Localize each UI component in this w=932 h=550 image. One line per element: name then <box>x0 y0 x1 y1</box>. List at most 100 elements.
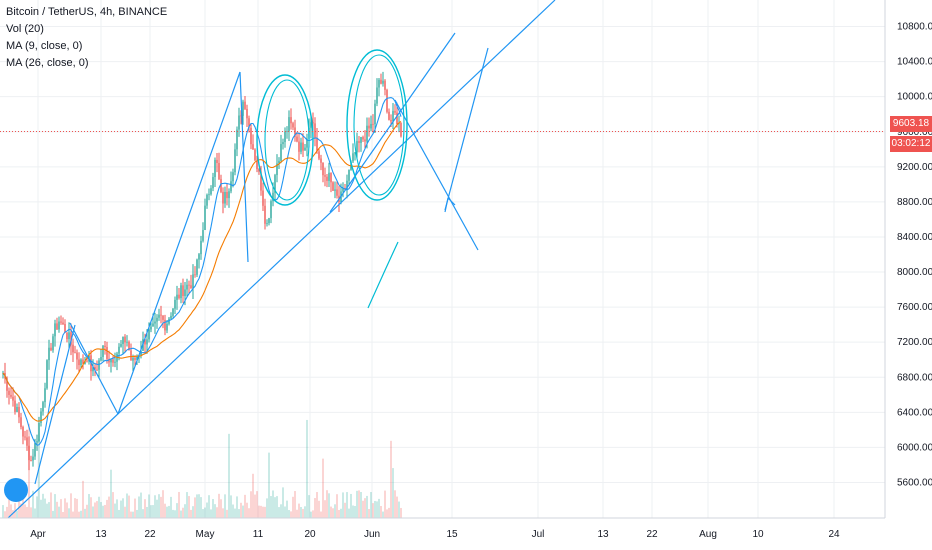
volume-bar <box>256 491 258 518</box>
candle-body <box>48 347 50 361</box>
volume-bar <box>216 507 218 518</box>
volume-bar <box>354 505 356 518</box>
volume-bar <box>62 511 64 518</box>
volume-bar <box>290 511 292 518</box>
volume-bar <box>240 502 242 518</box>
volume-bar <box>300 507 302 518</box>
volume-bar <box>4 511 6 518</box>
candle-body <box>210 188 212 195</box>
volume-bar <box>180 510 182 518</box>
y-tick-label: 10000.00 <box>897 92 932 103</box>
volume-bar <box>330 506 332 518</box>
volume-bar <box>362 500 364 518</box>
candle-body <box>380 79 382 84</box>
candle-body <box>284 131 286 143</box>
volume-bar <box>332 508 334 518</box>
volume-bar <box>248 508 250 518</box>
volume-bar <box>90 497 92 518</box>
candle-body <box>12 396 14 401</box>
volume-bar <box>308 495 310 518</box>
candle-body <box>282 142 284 145</box>
candle-body <box>288 117 290 132</box>
candle-body <box>360 137 362 143</box>
candle-body <box>240 115 242 117</box>
volume-bar <box>124 506 126 518</box>
volume-bar <box>280 504 282 518</box>
highlight-circle-right <box>346 49 408 201</box>
volume-bar <box>272 490 274 518</box>
candle-body <box>206 194 208 206</box>
candle-body <box>46 360 48 389</box>
volume-bar <box>50 492 52 518</box>
candle-body <box>18 406 20 418</box>
candle-body <box>176 294 178 300</box>
candle-body <box>388 111 390 120</box>
volume-bar <box>388 507 390 518</box>
volume-bar <box>158 494 160 518</box>
volume-bar <box>164 503 166 518</box>
candle-body <box>32 456 34 461</box>
volume-bar <box>70 493 72 518</box>
volume-bar <box>212 498 214 518</box>
legend-volume[interactable]: Vol (20) <box>6 23 44 35</box>
candle-body <box>78 359 80 366</box>
candle-body <box>120 344 122 347</box>
volume-bar <box>188 496 190 518</box>
candle-body <box>188 284 190 286</box>
candle-body <box>228 191 230 199</box>
volume-bar <box>258 505 260 518</box>
candle-body <box>224 191 226 204</box>
volume-bar <box>138 496 140 518</box>
volume-bar <box>98 496 100 518</box>
volume-bar <box>396 496 398 518</box>
x-tick-label: 13 <box>95 529 107 540</box>
candle-body <box>202 230 204 241</box>
y-tick-label: 7600.00 <box>897 302 932 313</box>
volume-bar <box>48 502 50 518</box>
y-tick-label: 6000.00 <box>897 442 932 453</box>
candle-body <box>92 366 94 372</box>
legend-symbol[interactable]: Bitcoin / TetherUS, 4h, BINANCE <box>6 6 168 18</box>
legend-ma-slow[interactable]: MA (26, close, 0) <box>6 57 89 69</box>
candle-body <box>150 326 152 330</box>
candle-body <box>130 350 132 361</box>
volume-bar <box>80 510 82 518</box>
volume-bar <box>202 509 204 518</box>
candle-body <box>336 189 338 196</box>
volume-bar <box>144 499 146 518</box>
volume-bar <box>384 490 386 518</box>
candle-body <box>262 190 264 206</box>
candle-body <box>100 357 102 361</box>
channel-connector-line <box>69 322 119 415</box>
volume-bar <box>100 502 102 518</box>
candle-body <box>114 361 116 363</box>
volume-bar <box>380 506 382 518</box>
candle-body <box>246 108 248 119</box>
candle-body <box>248 118 250 128</box>
volume-bar <box>136 509 138 518</box>
candle-body <box>250 127 252 145</box>
candle-body <box>146 339 148 345</box>
candle-body <box>352 153 354 162</box>
volume-bar <box>218 493 220 518</box>
volume-bar <box>186 492 188 518</box>
volume-bar <box>146 506 148 518</box>
volume-bar <box>68 508 70 518</box>
projection-down-line <box>394 99 479 251</box>
tradingview-logo-icon[interactable] <box>4 478 28 502</box>
legend-ma-fast[interactable]: MA (9, close, 0) <box>6 40 83 52</box>
candle-body <box>242 101 244 116</box>
volume-bar <box>36 496 38 518</box>
candle-body <box>370 123 372 129</box>
candle-body <box>6 378 8 391</box>
volume-bar <box>392 468 394 518</box>
candle-body <box>226 191 228 199</box>
volume-bar <box>56 501 58 518</box>
volume-bar <box>304 506 306 518</box>
candle-body <box>318 151 320 159</box>
volume-bar <box>316 492 318 518</box>
candle-body <box>278 160 280 164</box>
